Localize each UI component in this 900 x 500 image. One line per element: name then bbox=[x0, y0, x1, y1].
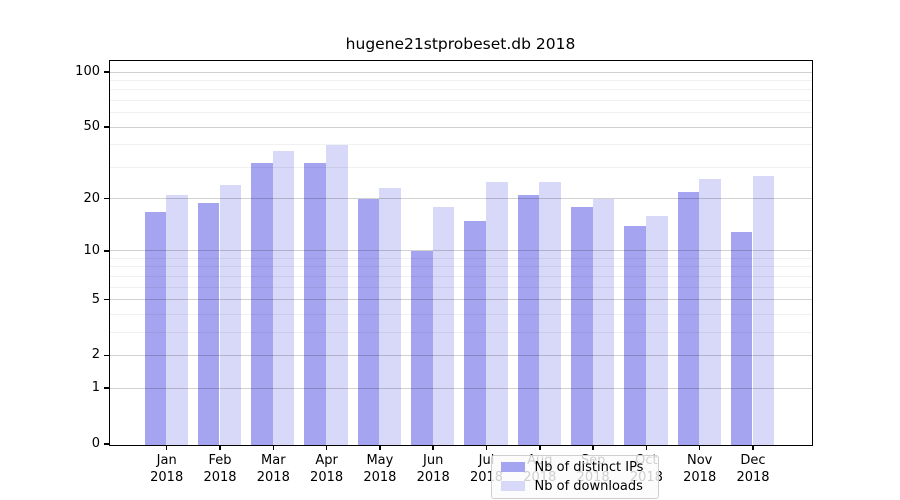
x-tick-label-apr: Apr 2018 bbox=[310, 453, 344, 485]
x-tick-mark-aug bbox=[539, 445, 541, 450]
gridline-80 bbox=[109, 89, 812, 91]
bar-distinct-ips-apr bbox=[304, 162, 327, 445]
y-tick-mark-0 bbox=[103, 443, 110, 445]
bar-downloads-oct bbox=[645, 216, 668, 445]
bar-downloads-nov bbox=[699, 178, 721, 445]
bar-distinct-ips-may bbox=[357, 199, 380, 445]
gridline-4 bbox=[109, 313, 812, 315]
gridline-7 bbox=[109, 275, 812, 277]
y-tick-mark-1 bbox=[103, 387, 110, 389]
x-tick-mark-nov bbox=[698, 445, 701, 450]
bar-downloads-jun bbox=[432, 207, 455, 445]
bar-downloads-sep bbox=[592, 199, 615, 445]
y-tick-mark-20 bbox=[103, 197, 110, 200]
bar-downloads-feb bbox=[219, 185, 242, 445]
gridline-10 bbox=[109, 250, 812, 252]
bar-downloads-aug bbox=[539, 182, 561, 445]
bar-downloads-may bbox=[379, 188, 402, 445]
x-tick-mark-apr bbox=[325, 445, 328, 450]
gridline-1 bbox=[109, 387, 812, 389]
x-tick-label-jan: Jan 2018 bbox=[150, 453, 184, 485]
x-tick-mark-may bbox=[379, 445, 381, 450]
plot-area: Nb of distinct IPs Nb of downloads bbox=[108, 59, 813, 499]
legend-row-0: Nb of distinct IPs bbox=[492, 459, 658, 475]
bar-distinct-ips-sep bbox=[570, 207, 593, 445]
bar-distinct-ips-jul bbox=[464, 221, 486, 445]
gridline-20 bbox=[109, 198, 812, 200]
gridline-2 bbox=[109, 354, 812, 356]
gridline-5 bbox=[109, 299, 812, 301]
y-tick-mark-10 bbox=[103, 250, 110, 252]
chart-title: hugene21stprobeset.db 2018 bbox=[345, 35, 576, 53]
y-tick-label-20: 20 bbox=[83, 190, 100, 206]
legend-swatch-1 bbox=[500, 481, 525, 491]
x-tick-mark-jun bbox=[432, 445, 434, 450]
y-tick-label-50: 50 bbox=[83, 119, 100, 135]
gridline-100 bbox=[109, 71, 812, 73]
bar-downloads-apr bbox=[326, 145, 348, 445]
legend-label-0: Nb of distinct IPs bbox=[534, 459, 644, 475]
y-tick-label-100: 100 bbox=[75, 64, 100, 80]
bar-distinct-ips-oct bbox=[624, 226, 646, 445]
bar-downloads-dec bbox=[752, 176, 775, 445]
x-tick-mark-mar bbox=[272, 445, 275, 450]
bar-distinct-ips-dec bbox=[730, 231, 753, 445]
x-tick-mark-jan bbox=[165, 445, 168, 450]
legend-row-1: Nb of downloads bbox=[492, 478, 658, 494]
bar-distinct-ips-mar bbox=[251, 162, 273, 445]
y-tick-mark-5 bbox=[103, 298, 110, 301]
x-tick-label-mar: Mar 2018 bbox=[256, 453, 290, 485]
gridline-90 bbox=[109, 80, 812, 82]
y-tick-label-0: 0 bbox=[91, 436, 100, 451]
x-tick-label-dec: Dec 2018 bbox=[736, 453, 770, 485]
x-tick-label-jun: Jun 2018 bbox=[416, 453, 450, 485]
x-tick-mark-oct bbox=[645, 445, 648, 450]
gridline-30 bbox=[109, 166, 812, 168]
x-tick-label-nov: Nov 2018 bbox=[683, 453, 717, 485]
gridline-8 bbox=[109, 266, 812, 268]
bar-distinct-ips-nov bbox=[677, 191, 700, 445]
x-tick-label-feb: Feb 2018 bbox=[203, 453, 237, 485]
legend-swatch-0 bbox=[500, 462, 525, 472]
bar-distinct-ips-jun bbox=[411, 251, 433, 445]
x-tick-mark-feb bbox=[219, 445, 221, 450]
x-tick-label-may: May 2018 bbox=[363, 453, 397, 485]
bar-downloads-jul bbox=[486, 182, 508, 445]
y-tick-label-10: 10 bbox=[83, 242, 100, 258]
gridline-50 bbox=[109, 126, 812, 128]
y-tick-label-5: 5 bbox=[91, 291, 100, 307]
y-tick-mark-100 bbox=[103, 71, 110, 73]
bar-downloads-mar bbox=[272, 151, 295, 445]
gridline-70 bbox=[109, 100, 812, 102]
y-tick-mark-2 bbox=[103, 354, 110, 357]
gridline-60 bbox=[109, 112, 812, 114]
bar-distinct-ips-feb bbox=[197, 203, 220, 445]
x-tick-mark-jul bbox=[485, 445, 488, 450]
bar-distinct-ips-jan bbox=[144, 211, 167, 445]
gridline-40 bbox=[109, 144, 812, 146]
y-tick-label-2: 2 bbox=[91, 347, 100, 363]
gridline-6 bbox=[109, 286, 812, 288]
gridline-9 bbox=[109, 257, 812, 259]
bar-downloads-jan bbox=[166, 195, 188, 445]
y-tick-label-1: 1 bbox=[91, 380, 100, 396]
x-tick-mark-sep bbox=[592, 445, 594, 450]
legend: Nb of distinct IPs Nb of downloads bbox=[490, 454, 659, 499]
legend-label-1: Nb of downloads bbox=[534, 478, 643, 494]
bar-distinct-ips-aug bbox=[517, 195, 540, 445]
gridline-3 bbox=[109, 331, 812, 333]
x-tick-mark-dec bbox=[752, 445, 754, 450]
y-tick-mark-50 bbox=[103, 126, 110, 128]
